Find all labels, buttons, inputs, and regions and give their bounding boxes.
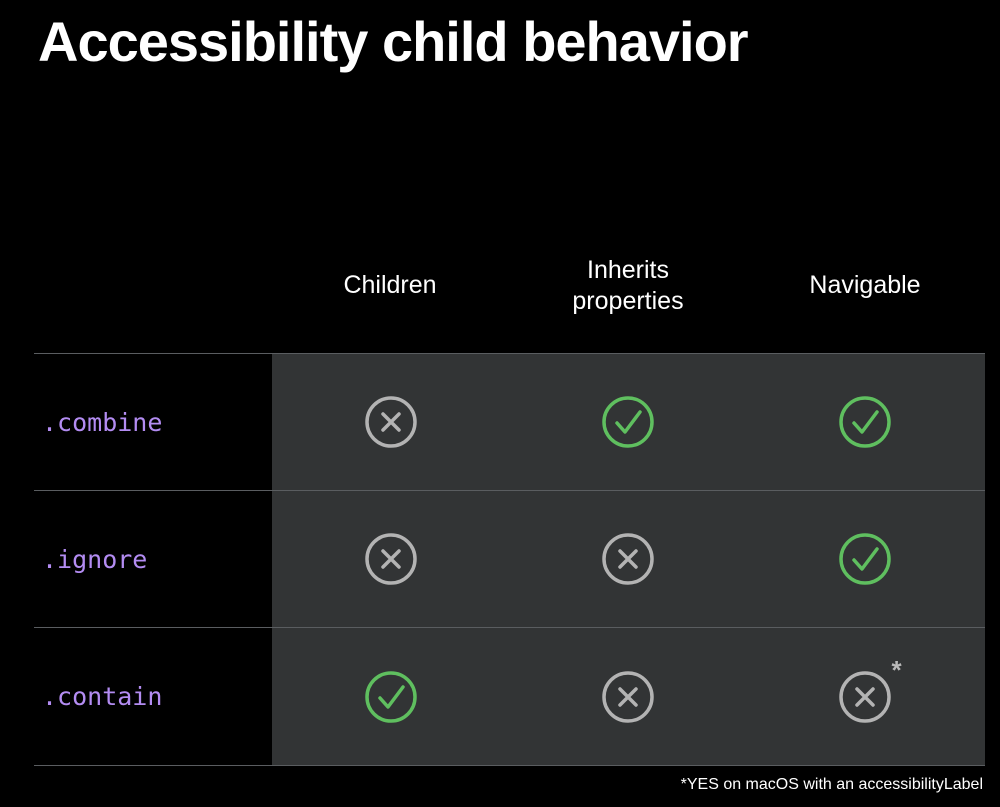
page-title: Accessibility child behavior — [38, 10, 749, 73]
row-cells — [272, 491, 985, 627]
cell-children — [272, 491, 509, 627]
cell-children — [272, 628, 509, 765]
column-header-navigable: Navigable — [747, 270, 983, 301]
row-label: .combine — [34, 354, 272, 490]
column-header-label: Children — [343, 271, 437, 299]
behavior-table: .combine .ignore .contain * — [34, 353, 985, 766]
row-label: .contain — [34, 628, 272, 765]
checkmark-circle-icon — [838, 532, 892, 586]
column-header-children: Children — [272, 270, 508, 301]
xmark-circle-icon — [601, 532, 655, 586]
table-row-contain: .contain * — [34, 627, 985, 766]
cell-navigable — [746, 354, 983, 490]
checkmark-circle-icon — [838, 395, 892, 449]
column-header-inherits-properties: Inherits properties — [510, 255, 746, 317]
row-label: .ignore — [34, 491, 272, 627]
cell-navigable — [746, 491, 983, 627]
xmark-circle-icon — [601, 670, 655, 724]
asterisk-marker: * — [891, 655, 902, 685]
footnote: *YES on macOS with an accessibilityLabel — [680, 776, 983, 793]
column-header-label: properties — [572, 287, 684, 315]
table-row-ignore: .ignore — [34, 490, 985, 627]
table-row-combine: .combine — [34, 353, 985, 490]
xmark-circle-icon — [364, 532, 418, 586]
column-header-label: Inherits — [587, 256, 669, 284]
cell-inherits-properties — [509, 491, 746, 627]
cell-inherits-properties — [509, 354, 746, 490]
checkmark-circle-icon — [364, 670, 418, 724]
xmark-circle-icon — [364, 395, 418, 449]
checkmark-circle-icon — [601, 395, 655, 449]
cell-navigable: * — [746, 628, 983, 765]
column-header-label: Navigable — [809, 271, 921, 299]
cell-inherits-properties — [509, 628, 746, 765]
cell-children — [272, 354, 509, 490]
row-cells — [272, 354, 985, 490]
row-cells: * — [272, 628, 985, 765]
xmark-circle-icon — [838, 670, 892, 724]
